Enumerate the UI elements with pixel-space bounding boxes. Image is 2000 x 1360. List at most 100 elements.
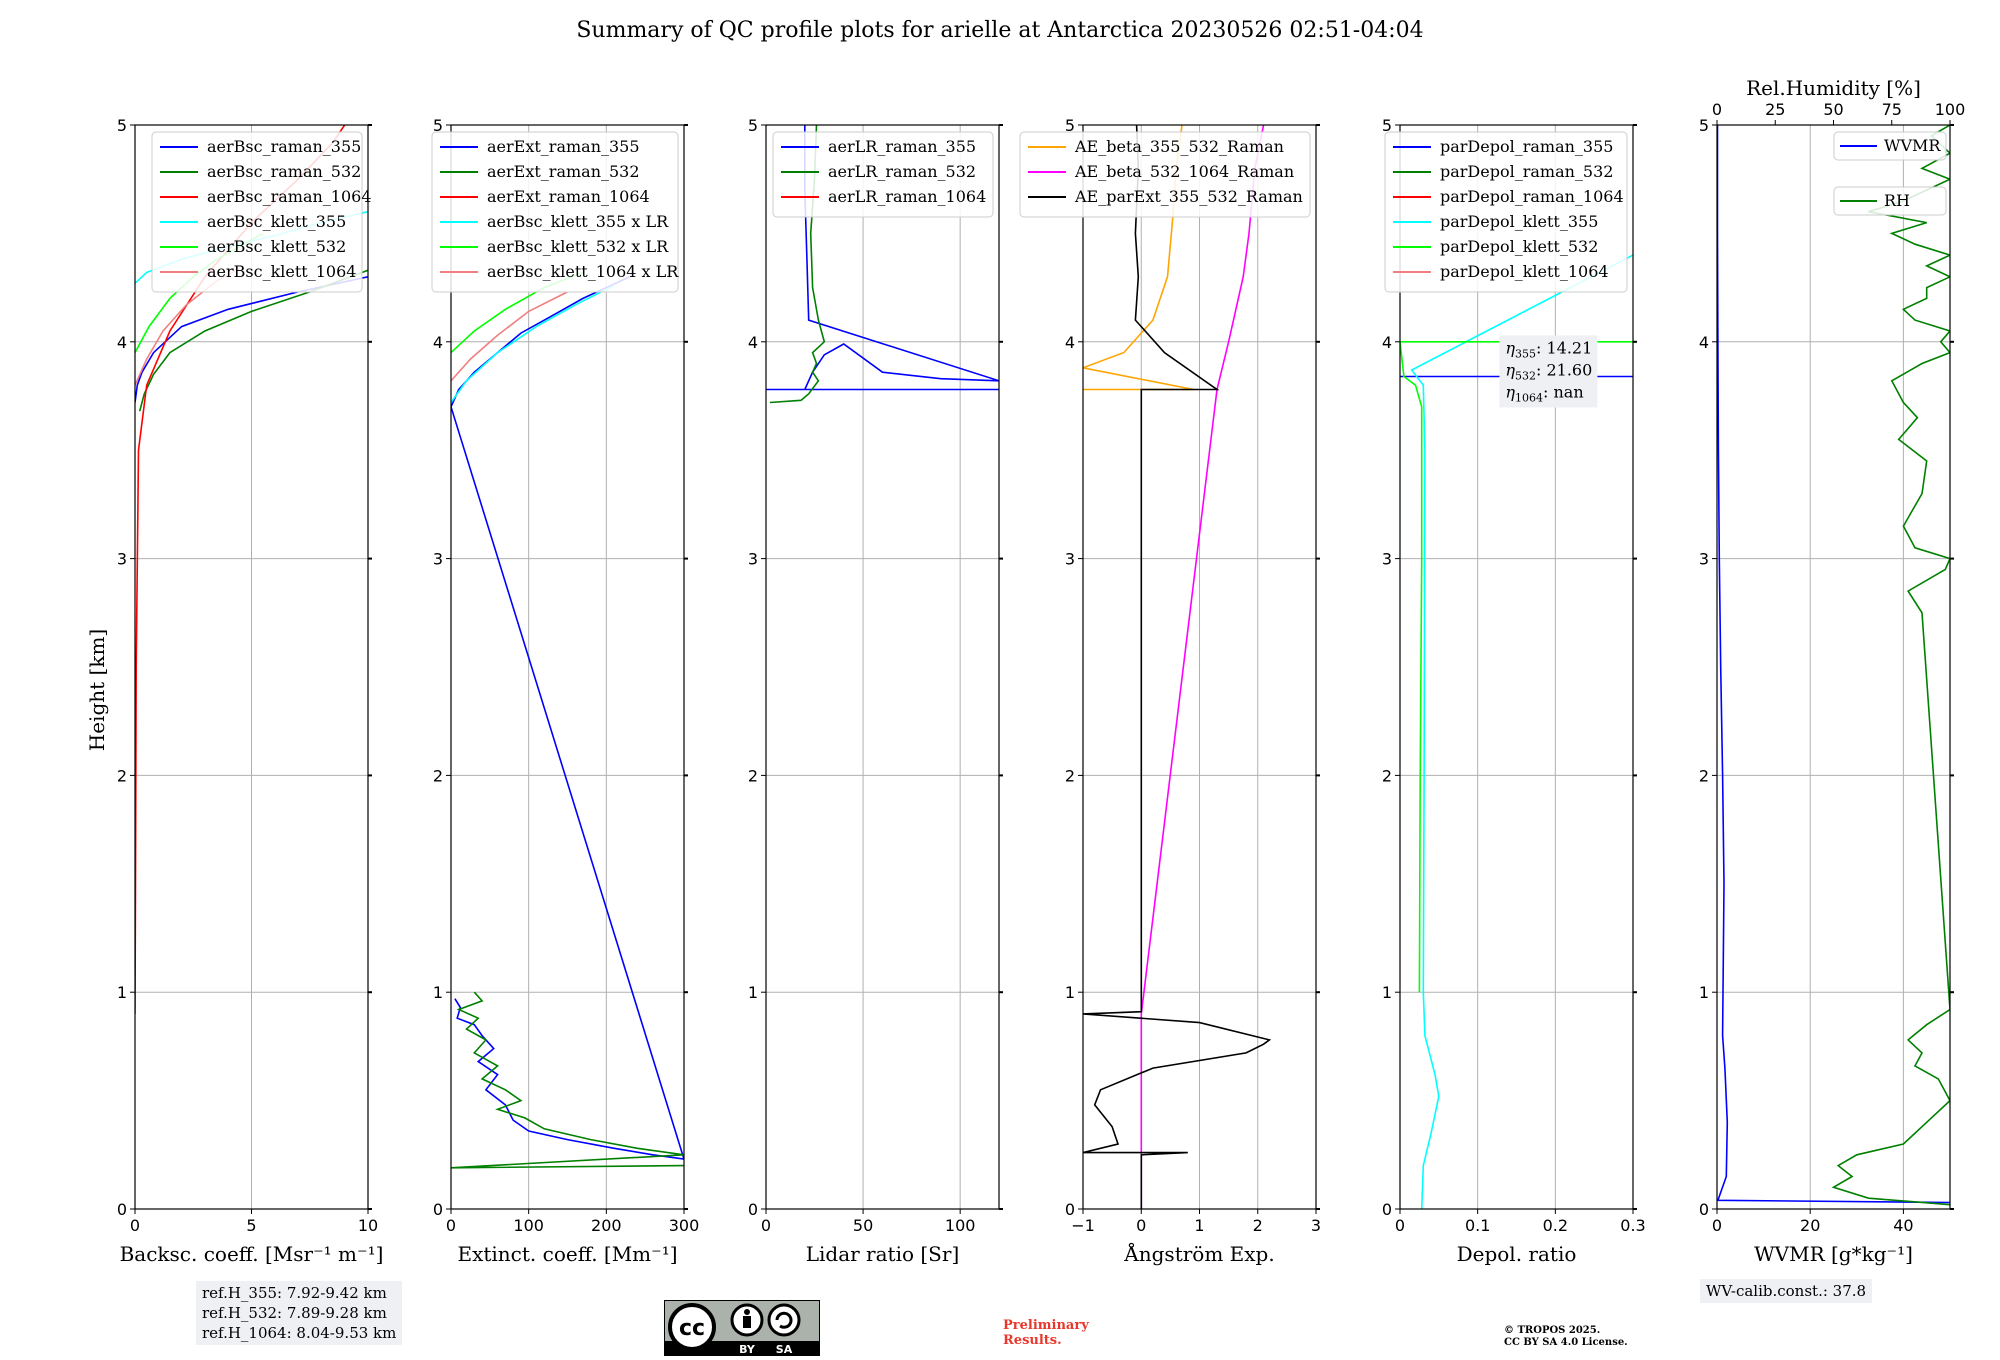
y-tick-label: 4 xyxy=(748,333,758,352)
series-line-AE_parExt_355_532_Raman xyxy=(1083,125,1272,1209)
panel-1: 0 5 10 0 1 2 3 4 5 Backsc. coeff. [Msr⁻¹ m⁻¹] aerB… xyxy=(117,116,384,1266)
legend-entry: parDepol_klett_532 xyxy=(1440,237,1598,256)
cc-license-badge: cc BY SA xyxy=(664,1300,820,1356)
y-tick-label: 5 xyxy=(1382,116,1392,135)
y-tick-label: 4 xyxy=(1065,333,1075,352)
series-group xyxy=(1083,125,1272,1209)
legend-entry: parDepol_klett_355 xyxy=(1440,212,1598,231)
y-tick-label: 0 xyxy=(117,1200,127,1219)
legend-entry: aerBsc_klett_532 x LR xyxy=(487,237,669,256)
legend-entry: aerBsc_klett_355 x LR xyxy=(487,212,669,231)
x-top-tick-label: 0 xyxy=(1712,100,1722,119)
legend-box xyxy=(1019,131,1311,218)
legend-entry: aerExt_raman_1064 xyxy=(487,187,650,206)
axes-frame xyxy=(765,124,1000,1210)
legend: aerExt_raman_355 aerExt_raman_532 aerExt_r… xyxy=(431,131,679,293)
series-line-aerBsc_raman_355 xyxy=(135,276,368,403)
y-tick-label: 0 xyxy=(748,1200,758,1219)
y-tick-label: 2 xyxy=(748,766,758,785)
series-group xyxy=(451,271,684,1169)
sa-icon xyxy=(767,1303,801,1337)
x-tick-label: 0 xyxy=(761,1216,771,1235)
x-axis-label: Extinct. coeff. [Mm⁻¹] xyxy=(457,1242,677,1266)
legend-entry: AE_parExt_355_532_Raman xyxy=(1074,187,1303,206)
copyright-line-1: © TROPOS 2025. xyxy=(1504,1325,1601,1336)
y-tick-label: 1 xyxy=(1382,983,1392,1002)
eta-box xyxy=(1499,335,1598,408)
y-tick-label: 4 xyxy=(117,333,127,352)
legend-entry: parDepol_raman_532 xyxy=(1440,162,1613,181)
y-tick-label: 0 xyxy=(1065,1200,1075,1219)
y-tick-label: 4 xyxy=(433,333,443,352)
ref-height-532: ref.H_532: 7.89-9.28 km xyxy=(202,1304,387,1322)
legend-entry: aerExt_raman_355 xyxy=(487,137,640,156)
ref-height-box: ref.H_355: 7.92-9.42 km ref.H_532: 7.89-… xyxy=(196,1281,403,1345)
legend-entry: WVMR xyxy=(1884,136,1941,155)
x-tick-label: 100 xyxy=(513,1216,544,1235)
legend-box xyxy=(1833,131,1947,161)
series-line-RH xyxy=(1831,125,1950,1206)
x-top-tick-label: 25 xyxy=(1765,100,1785,119)
series-line-aerExt_raman_532 xyxy=(451,991,684,1169)
x-tick-label: 50 xyxy=(853,1216,873,1235)
legend: aerLR_raman_355 aerLR_raman_532 aerLR_rama… xyxy=(772,131,994,218)
svg-text:cc: cc xyxy=(679,1316,705,1341)
preliminary-line-2: Results. xyxy=(1003,1333,1062,1348)
legend-entry: aerLR_raman_355 xyxy=(828,137,976,156)
y-tick-label: 3 xyxy=(1382,550,1392,569)
legend-entry: AE_beta_532_1064_Raman xyxy=(1074,162,1294,181)
legend-box xyxy=(772,131,994,218)
legend: AE_beta_355_532_Raman AE_beta_532_1064_Ra… xyxy=(1019,131,1311,218)
series-group xyxy=(1717,125,1950,1206)
legend-box xyxy=(431,131,679,293)
y-tick-label: 4 xyxy=(1382,333,1392,352)
x-tick-label: 0 xyxy=(1136,1216,1146,1235)
series-line-aerBsc_klett_355 x LR xyxy=(451,284,615,403)
series-line-aerExt_raman_355 xyxy=(451,276,684,1160)
x-axis-label: Ångström Exp. xyxy=(1123,1241,1274,1266)
x-tick-label: 0 xyxy=(130,1216,140,1235)
legend-entry: aerLR_raman_532 xyxy=(828,162,976,181)
legend: parDepol_raman_355 parDepol_raman_532 parD… xyxy=(1384,131,1628,293)
wv-calib-box: WV-calib.const.: 37.8 xyxy=(1700,1279,1873,1303)
x-top-tick-label: 50 xyxy=(1823,100,1843,119)
eta-line: η355: 14.21 xyxy=(1505,338,1592,360)
x-tick-label: 3 xyxy=(1311,1216,1321,1235)
eta-line: η1064: nan xyxy=(1505,382,1583,404)
x-axis-label: Backsc. coeff. [Msr⁻¹ m⁻¹] xyxy=(120,1242,384,1266)
y-tick-label: 2 xyxy=(433,766,443,785)
y-tick-label: 0 xyxy=(433,1200,443,1219)
series-line-WVMR xyxy=(1717,125,1950,1204)
legend-entry: parDepol_raman_1064 xyxy=(1440,187,1624,206)
legend-entry: aerBsc_klett_355 xyxy=(207,212,346,231)
panel-3: 0 50 100 0 1 2 3 4 5 Lidar ratio [Sr] aerLR_raman_… xyxy=(748,116,1003,1266)
y-tick-label: 5 xyxy=(433,116,443,135)
svg-text:BY: BY xyxy=(739,1343,756,1356)
cc-icon xyxy=(668,1303,716,1351)
legend-entry: aerBsc_klett_532 xyxy=(207,237,346,256)
series-line-parDepol_klett_355 xyxy=(1410,254,1633,1209)
legend-entry: parDepol_raman_355 xyxy=(1440,137,1613,156)
series-line-aerBsc_klett_1064 x LR xyxy=(451,291,568,382)
x-tick-label: −1 xyxy=(1071,1216,1095,1235)
y-tick-label: 3 xyxy=(1699,550,1709,569)
legend-entry: aerBsc_raman_1064 xyxy=(207,187,372,206)
x-axis-label: WVMR [g*kg⁻¹] xyxy=(1754,1242,1913,1266)
x-tick-label: 0.2 xyxy=(1543,1216,1568,1235)
x-top-tick-label: 75 xyxy=(1882,100,1902,119)
y-tick-label: 1 xyxy=(1065,983,1075,1002)
y-tick-label: 4 xyxy=(1699,333,1709,352)
figure-ylabel: Height [km] xyxy=(85,629,109,751)
x-tick-label: 5 xyxy=(246,1216,256,1235)
series-line-aerLR_raman_532 xyxy=(769,125,826,404)
y-tick-label: 5 xyxy=(748,116,758,135)
legend: aerBsc_raman_355 aerBsc_raman_532 aerBsc_r… xyxy=(151,131,372,293)
x-tick-label: 2 xyxy=(1253,1216,1263,1235)
y-tick-label: 1 xyxy=(748,983,758,1002)
legend-entry: RH xyxy=(1884,191,1910,210)
eta-line: η532: 21.60 xyxy=(1505,360,1592,382)
x-tick-label: 40 xyxy=(1893,1216,1913,1235)
y-tick-label: 3 xyxy=(117,550,127,569)
